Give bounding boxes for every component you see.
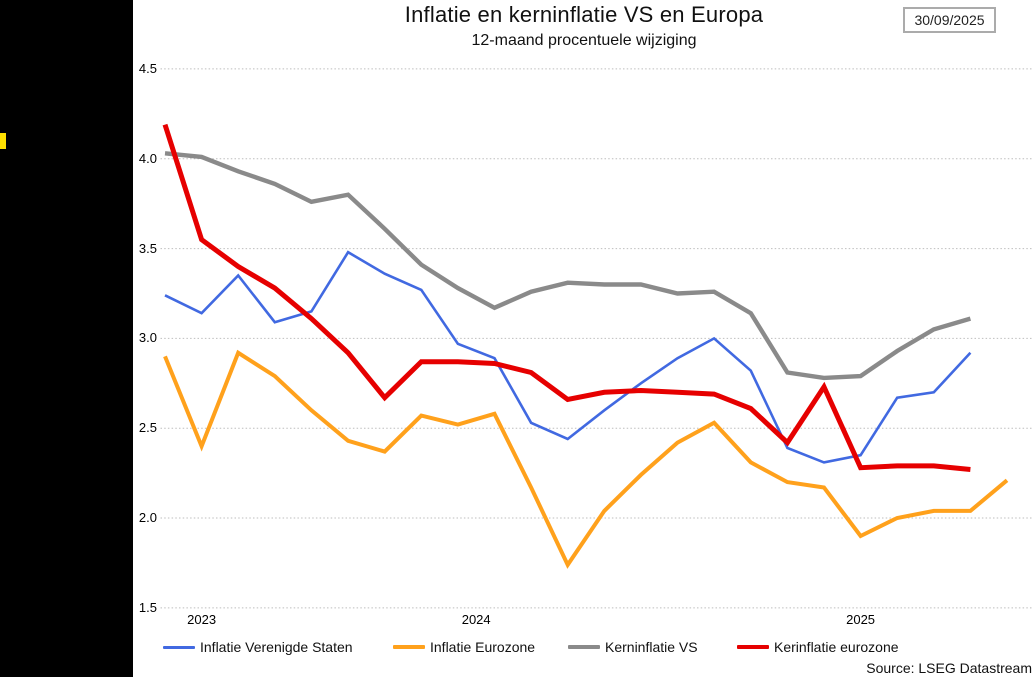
- chart-legend: Inflatie Verenigde Staten Inflatie Euroz…: [0, 638, 1035, 656]
- legend-line-swatch: [737, 645, 769, 649]
- legend-item-inflatie-vs: Inflatie Verenigde Staten: [163, 638, 353, 656]
- source-caption: Source: LSEG Datastream: [866, 660, 1032, 676]
- legend-line-swatch: [163, 645, 195, 649]
- y-axis-tick-label: 3.5: [138, 240, 157, 256]
- chart-subtitle: 12-maand procentuele wijziging: [471, 32, 697, 49]
- x-axis-year-label: 2023: [187, 612, 217, 627]
- y-axis-tick-label: 1.5: [138, 599, 157, 615]
- legend-item-kerinflatie-eurozone: Kerinflatie eurozone: [737, 638, 899, 656]
- chart-title: Inflatie en kerninflatie VS en Europa: [404, 2, 764, 27]
- x-axis-year-label: 2024: [461, 612, 491, 627]
- y-axis-tick-label: 2.0: [138, 510, 157, 526]
- date-stamp: 30/09/2025: [903, 7, 996, 33]
- yellow-accent-marker: [0, 133, 6, 149]
- x-axis-year-label: 2025: [846, 612, 876, 627]
- legend-line-swatch: [393, 645, 425, 649]
- y-axis-tick-label: 3.0: [138, 330, 157, 346]
- y-axis-tick-label: 2.5: [138, 420, 157, 436]
- y-axis-tick-label: 4.5: [138, 60, 157, 76]
- legend-line-swatch: [568, 645, 600, 649]
- left-black-sidebar: [0, 0, 133, 677]
- legend-item-kerninflatie-vs: Kerninflatie VS: [568, 638, 698, 656]
- legend-item-inflatie-eurozone: Inflatie Eurozone: [393, 638, 535, 656]
- y-axis-tick-label: 4.0: [138, 150, 157, 166]
